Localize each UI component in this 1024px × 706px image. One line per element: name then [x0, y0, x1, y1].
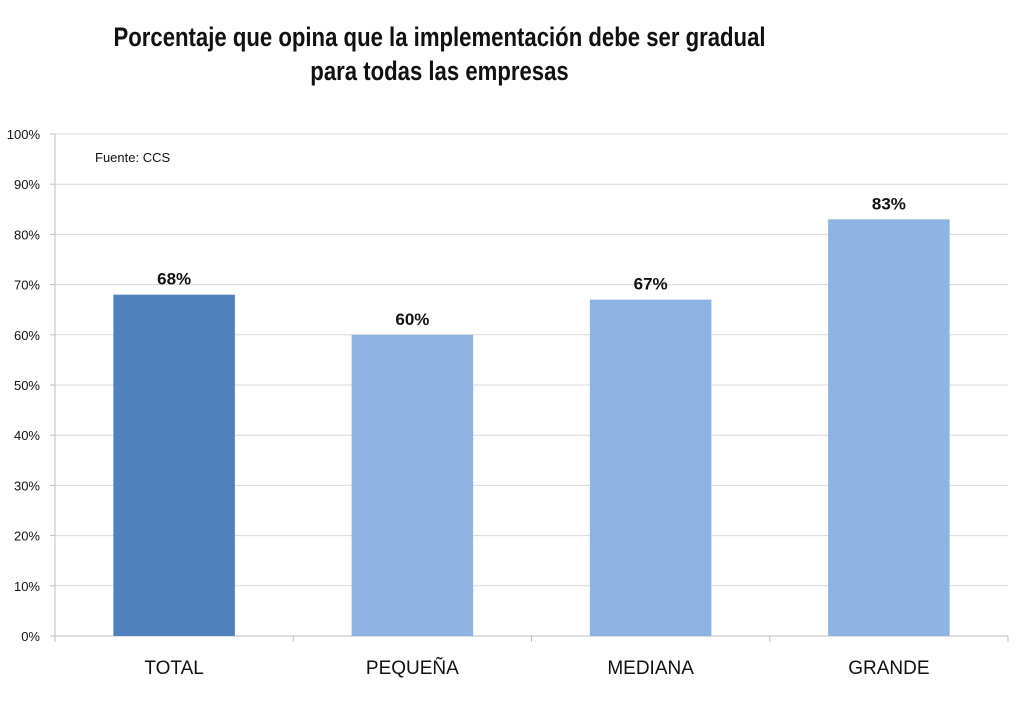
source-note: Fuente: CCS	[95, 150, 170, 165]
y-tick-label: 20%	[14, 529, 40, 544]
y-tick-label: 100%	[7, 127, 41, 142]
chart-title-line-1: Porcentaje que opina que la implementaci…	[113, 22, 766, 52]
data-label: 67%	[634, 275, 668, 294]
x-category-label: GRANDE	[848, 658, 929, 679]
y-tick-label: 60%	[14, 328, 40, 343]
bar-mediana	[589, 299, 712, 636]
y-tick-label: 70%	[14, 278, 40, 293]
data-label: 68%	[157, 270, 191, 289]
y-tick-label: 10%	[14, 579, 40, 594]
x-category-label: PEQUEÑA	[366, 657, 459, 679]
y-tick-label: 0%	[21, 629, 40, 644]
data-label: 60%	[395, 310, 429, 329]
chart-title: Porcentaje que opina que la implementaci…	[0, 20, 879, 88]
y-tick-label: 40%	[14, 428, 40, 443]
x-category-label: MEDIANA	[607, 658, 694, 679]
labels: 0% 10% 20% 30% 40% 50% 60% 70% 80% 90% 100% 68% TOTA…	[7, 127, 930, 679]
data-label: 83%	[872, 194, 906, 213]
bars	[113, 219, 950, 636]
bar-peque-a	[351, 334, 474, 636]
y-tick-label: 80%	[14, 227, 40, 242]
bar-total	[113, 294, 235, 636]
bar-grande	[828, 219, 950, 636]
y-tick-label: 30%	[14, 478, 40, 493]
y-tick-label: 50%	[14, 378, 40, 393]
y-tick-label: 90%	[14, 177, 40, 192]
x-category-label: TOTAL	[144, 658, 203, 679]
chart-title-line-2: para todas las empresas	[310, 56, 569, 86]
